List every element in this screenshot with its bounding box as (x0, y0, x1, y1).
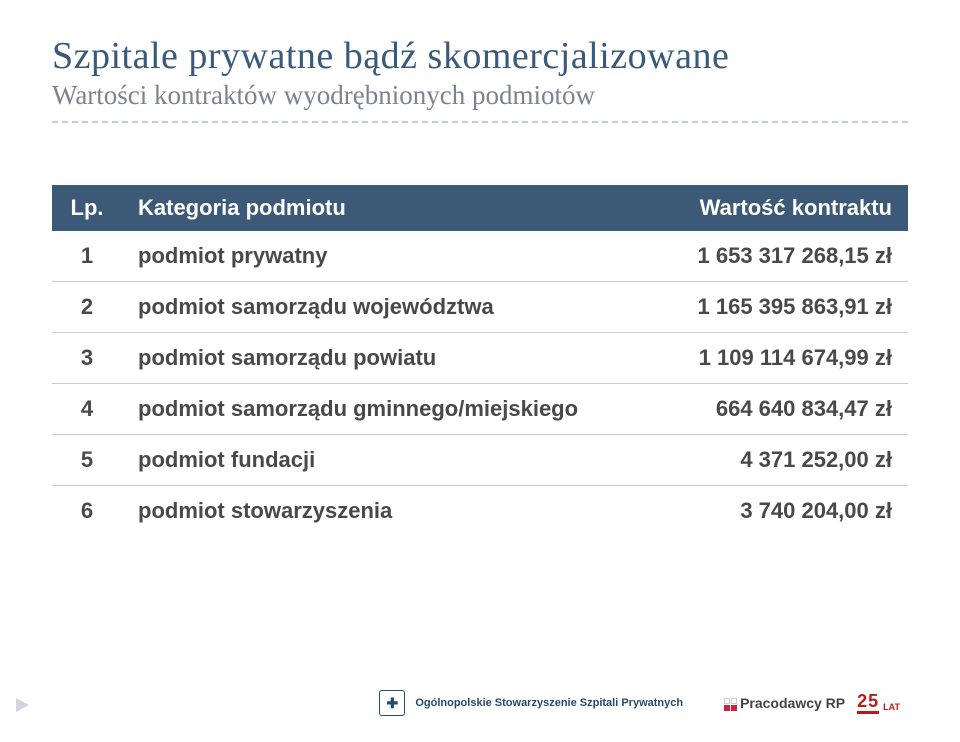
table-row: 2 podmiot samorządu województwa 1 165 39… (52, 282, 908, 333)
flag-icon (723, 697, 736, 710)
cell-lp: 3 (52, 333, 122, 384)
pr-logo-text: Pracodawcy RP (740, 695, 845, 711)
cell-value: 664 640 834,47 zł (602, 384, 908, 435)
slide-bullet-icon (16, 698, 29, 712)
cell-name: podmiot samorządu powiatu (122, 333, 602, 384)
pr-years: 25 (857, 692, 879, 714)
slide-page: Szpitale prywatne bądź skomercjalizowane… (0, 0, 960, 742)
table-header-row: Lp. Kategoria podmiotu Wartość kontraktu (52, 185, 908, 231)
footer-logos: ✚ Ogólnopolskie Stowarzyszenie Szpitali … (379, 690, 900, 716)
ossp-emblem-icon: ✚ (379, 690, 405, 716)
contracts-table: Lp. Kategoria podmiotu Wartość kontraktu… (52, 185, 908, 536)
cell-value: 4 371 252,00 zł (602, 435, 908, 486)
pracodawcy-rp-logo: Pracodawcy RP 25 LAT (723, 692, 900, 714)
table-row: 4 podmiot samorządu gminnego/miejskiego … (52, 384, 908, 435)
cell-lp: 6 (52, 486, 122, 537)
page-title: Szpitale prywatne bądź skomercjalizowane (52, 34, 908, 78)
cell-lp: 4 (52, 384, 122, 435)
table-row: 6 podmiot stowarzyszenia 3 740 204,00 zł (52, 486, 908, 537)
col-header-value: Wartość kontraktu (602, 185, 908, 231)
cell-name: podmiot stowarzyszenia (122, 486, 602, 537)
cell-name: podmiot prywatny (122, 231, 602, 282)
cell-value: 1 653 317 268,15 zł (602, 231, 908, 282)
col-header-name: Kategoria podmiotu (122, 185, 602, 231)
table-row: 1 podmiot prywatny 1 653 317 268,15 zł (52, 231, 908, 282)
cell-name: podmiot samorządu województwa (122, 282, 602, 333)
ossp-logo-text: Ogólnopolskie Stowarzyszenie Szpitali Pr… (415, 697, 683, 709)
table-row: 3 podmiot samorządu powiatu 1 109 114 67… (52, 333, 908, 384)
title-divider (52, 121, 908, 123)
cell-lp: 2 (52, 282, 122, 333)
cell-name: podmiot samorządu gminnego/miejskiego (122, 384, 602, 435)
col-header-lp: Lp. (52, 185, 122, 231)
cell-value: 3 740 204,00 zł (602, 486, 908, 537)
cell-lp: 1 (52, 231, 122, 282)
cell-value: 1 165 395 863,91 zł (602, 282, 908, 333)
page-subtitle: Wartości kontraktów wyodrębnionych podmi… (52, 80, 908, 111)
table-row: 5 podmiot fundacji 4 371 252,00 zł (52, 435, 908, 486)
cell-lp: 5 (52, 435, 122, 486)
cell-name: podmiot fundacji (122, 435, 602, 486)
cell-value: 1 109 114 674,99 zł (602, 333, 908, 384)
pr-lat-label: LAT (883, 702, 900, 712)
ossp-logo: ✚ Ogólnopolskie Stowarzyszenie Szpitali … (379, 690, 683, 716)
